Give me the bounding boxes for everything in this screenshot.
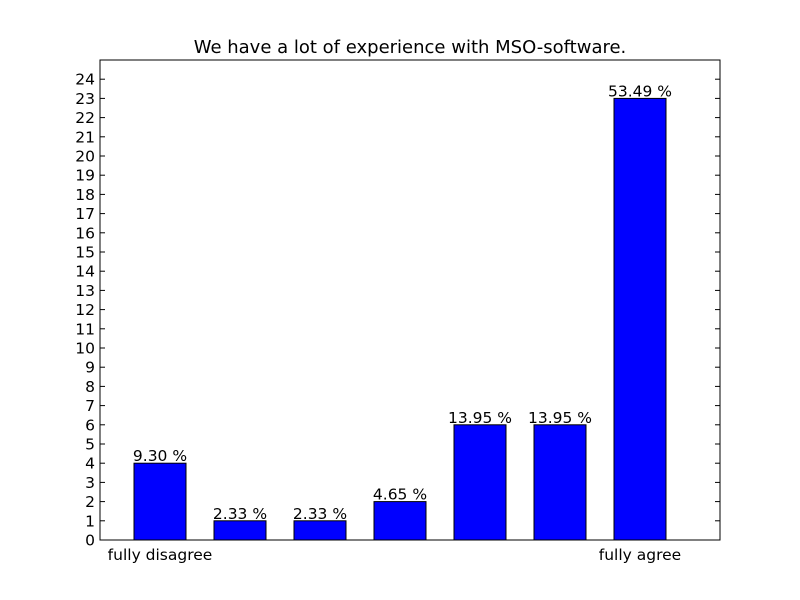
y-tick-label: 22 xyxy=(75,109,95,127)
bar-value-labels: 9.30 % 2.33 % 2.33 % 4.65 % 13.95 % 13.95 % 53… xyxy=(133,82,672,522)
y-tick-label: 8 xyxy=(85,378,95,396)
y-tick-label: 1 xyxy=(85,512,95,530)
y-tick-label: 20 xyxy=(75,148,95,166)
y-tick-label: 19 xyxy=(75,167,95,185)
y-tick-label: 3 xyxy=(85,474,95,492)
y-tick-label: 7 xyxy=(85,397,95,415)
category-label-0: fully disagree xyxy=(108,546,213,564)
bar-1 xyxy=(213,520,267,541)
category-labels: fully disagree fully agree xyxy=(108,546,682,564)
y-tick-label: 6 xyxy=(85,416,95,434)
bar-0 xyxy=(133,462,187,541)
bar-3 xyxy=(373,501,427,541)
y-tick-label: 11 xyxy=(75,320,95,338)
bar-value-label-0: 9.30 % xyxy=(133,447,187,465)
plot-frame xyxy=(99,59,721,541)
y-tick-label: 9 xyxy=(85,359,95,377)
bar-value-label-6: 53.49 % xyxy=(608,82,672,100)
bar-value-label-3: 4.65 % xyxy=(373,486,427,504)
y-tick-label: 23 xyxy=(75,90,95,108)
bar-value-label-1: 2.33 % xyxy=(213,505,267,523)
bar-2 xyxy=(293,520,347,541)
y-tick-label: 2 xyxy=(85,493,95,511)
category-label-6: fully agree xyxy=(599,546,681,564)
bar-6 xyxy=(613,97,667,541)
bar-4 xyxy=(453,424,507,541)
y-tick-label: 24 xyxy=(75,71,95,89)
y-tick-label: 10 xyxy=(75,340,95,358)
y-tick-label: 21 xyxy=(75,128,95,146)
y-tick-label: 17 xyxy=(75,205,95,223)
y-tick-label: 5 xyxy=(85,436,95,454)
y-tick-label: 14 xyxy=(75,263,95,281)
y-tick-label: 12 xyxy=(75,301,95,319)
bar-value-label-4: 13.95 % xyxy=(448,409,512,427)
bar-5 xyxy=(533,424,587,541)
bar-value-label-2: 2.33 % xyxy=(293,505,347,523)
y-tick-label: 13 xyxy=(75,282,95,300)
y-tick-label: 15 xyxy=(75,244,95,262)
y-tick-label: 0 xyxy=(85,532,95,550)
chart-title: We have a lot of experience with MSO-sof… xyxy=(194,37,627,58)
y-tick-label: 4 xyxy=(85,455,95,473)
y-tick-label: 18 xyxy=(75,186,95,204)
bars xyxy=(133,97,667,541)
bar-value-label-5: 13.95 % xyxy=(528,409,592,427)
y-tick-label: 16 xyxy=(75,224,95,242)
